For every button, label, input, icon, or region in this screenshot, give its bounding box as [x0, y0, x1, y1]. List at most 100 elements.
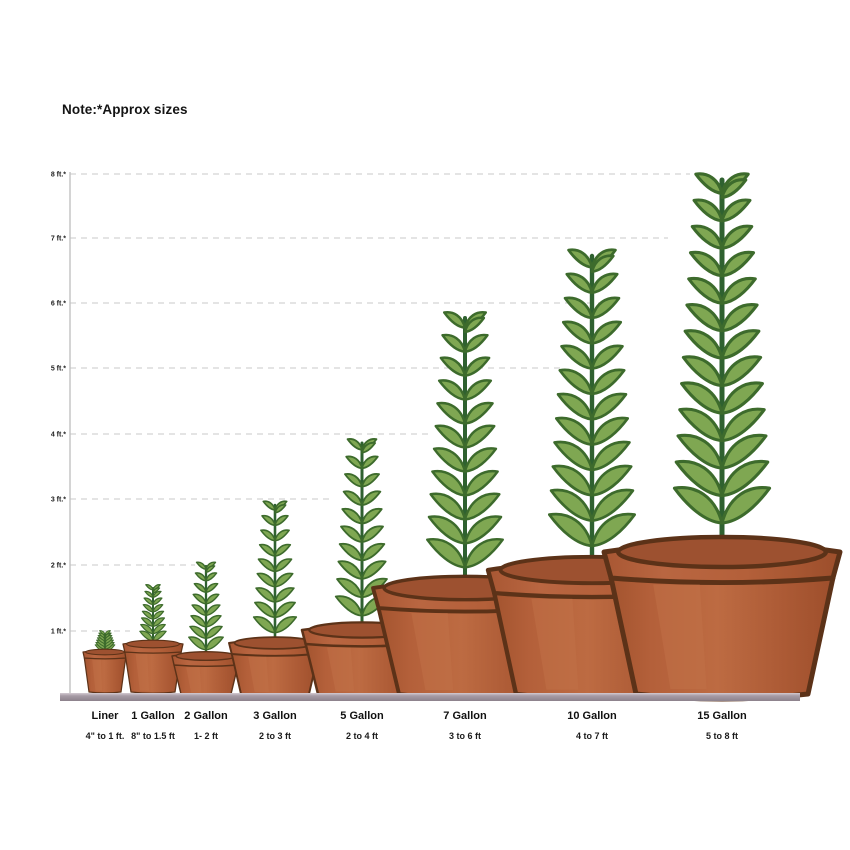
x-label-7-gallon: 7 Gallon [443, 710, 487, 722]
leaf [590, 320, 623, 345]
pot-highlight [531, 598, 579, 690]
x-label-5-gallon: 5 Gallon [340, 710, 384, 722]
leaf [590, 464, 633, 497]
pot-1-gallon [122, 639, 184, 694]
leaf [590, 512, 637, 548]
x-label-10-gallon: 10 Gallon [567, 710, 617, 722]
leaf [463, 515, 503, 545]
leaf-apex [205, 565, 216, 574]
x-sublabel-5-gallon: 2 to 4 ft [346, 731, 378, 741]
leaf [361, 525, 384, 543]
leaf [551, 464, 594, 497]
leaf [692, 198, 724, 223]
leaf-apex [104, 633, 111, 639]
leaf [565, 272, 594, 294]
plant-5-gallon [334, 438, 390, 637]
leaf [436, 401, 467, 425]
x-sublabel-1-gallon: 8" to 1.5 ft [131, 731, 175, 741]
plant-7-gallon [426, 311, 504, 597]
leaf [205, 625, 223, 640]
leaf [191, 604, 207, 617]
leaf [463, 356, 491, 377]
x-sublabel-7-gallon: 3 to 6 ft [449, 731, 481, 741]
leaf [694, 172, 724, 195]
leaf [152, 623, 166, 635]
leaf [720, 381, 764, 415]
leaf [144, 590, 154, 598]
leaf [188, 636, 207, 651]
x-label-liner: Liner [92, 710, 120, 722]
y-tick-label: 6 ft.* [51, 301, 66, 308]
leaf [152, 630, 167, 642]
x-label-1-gallon: 1 Gallon [131, 710, 175, 722]
leaf [139, 630, 154, 642]
leaf [152, 610, 165, 620]
note-text: Note:*Approx sizes [62, 102, 188, 117]
leaf [256, 572, 276, 588]
x-sublabel-15-gallon: 5 to 8 ft [706, 731, 738, 741]
leaf [556, 392, 594, 421]
pot-highlight [411, 613, 454, 691]
leaf [274, 601, 296, 619]
plant-3-gallon [252, 500, 298, 649]
leaf [190, 614, 207, 628]
leaf [683, 329, 724, 360]
pot-body [173, 664, 239, 697]
leaf [590, 440, 631, 472]
leaf [98, 632, 106, 639]
leaf [463, 379, 493, 401]
leaf [441, 333, 467, 353]
leaf [720, 355, 763, 388]
leaf-apex [590, 254, 615, 273]
leaf [342, 490, 363, 506]
leaf [274, 529, 290, 542]
leaf [427, 515, 467, 545]
y-tick-label: 2 ft.* [51, 563, 66, 570]
leaf [260, 529, 276, 542]
leaf [463, 537, 504, 569]
pot-liner [82, 648, 128, 694]
leaf [361, 507, 383, 525]
leaf [361, 455, 379, 470]
leaf [274, 615, 298, 634]
leaf [590, 296, 621, 320]
x-label-2-gallon: 2 Gallon [184, 710, 228, 722]
plant-2-gallon [188, 561, 224, 661]
leaf-apex [361, 441, 377, 454]
leaf [195, 561, 207, 570]
leaf [687, 276, 724, 305]
leaf [99, 630, 106, 636]
leaf [189, 625, 207, 640]
leaf [547, 512, 594, 548]
leaf [361, 472, 380, 488]
leaf [140, 623, 154, 635]
x-sublabel-2-gallon: 1- 2 ft [194, 731, 218, 741]
leaf [463, 492, 501, 521]
y-tick-label: 8 ft.* [51, 172, 66, 179]
x-axis-labels: Liner 4" to 1 ft. 1 Gallon 8" to 1.5 ft 2 Ga… [86, 710, 747, 741]
pot-highlight [327, 647, 355, 692]
leaf [437, 379, 467, 401]
leaf [140, 617, 154, 628]
pot-opening [175, 651, 237, 661]
leaf [439, 356, 467, 377]
plant-10-gallon [547, 248, 637, 581]
leaf [720, 486, 772, 525]
leaf [274, 514, 289, 527]
leaf [558, 368, 594, 396]
leaf [720, 224, 754, 250]
leaf [720, 433, 768, 470]
plants-group [82, 172, 843, 702]
leaf [685, 303, 724, 333]
leaf [141, 610, 154, 620]
leaf [340, 525, 363, 543]
plant-1-gallon [139, 584, 167, 648]
leaf-apex [463, 316, 486, 334]
pot-opening [85, 648, 125, 656]
leaf [334, 595, 363, 617]
leaf [337, 560, 363, 580]
leaf [361, 542, 386, 562]
plant-15-gallon [672, 172, 772, 564]
leaf [680, 381, 724, 415]
